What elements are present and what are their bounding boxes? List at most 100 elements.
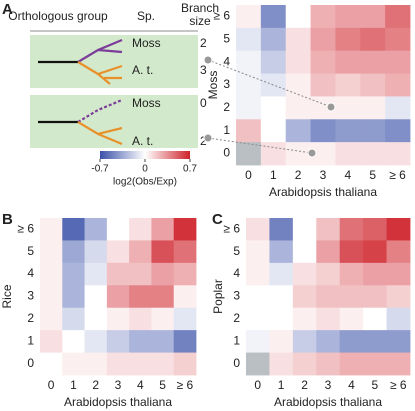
heatmap-cell <box>129 352 152 376</box>
branch-size: 2 <box>200 134 207 148</box>
heatmap-cell <box>151 352 175 376</box>
heatmap-cell <box>151 330 175 353</box>
heatmap-cell <box>129 240 152 264</box>
x-tick-label: 5 <box>159 378 166 392</box>
heatmap-cell <box>316 262 341 286</box>
heatmap-cell <box>236 96 262 120</box>
x-tick-label: 0 <box>254 378 261 392</box>
heatmap-cell <box>62 218 85 241</box>
heatmap-cell <box>360 73 386 97</box>
heatmap-cell <box>246 330 270 353</box>
x-tick-label: 0 <box>245 168 252 182</box>
heatmap-cell <box>62 262 85 286</box>
heatmap-cell <box>173 330 197 353</box>
heatmap-cell <box>269 262 294 286</box>
heatmap-cell <box>84 240 108 264</box>
x-tick-label: ≥ 6 <box>177 378 194 392</box>
heatmap-cell <box>316 307 341 331</box>
heatmap-cell <box>339 262 364 286</box>
x-tick-label: 0 <box>48 378 55 392</box>
x-tick-label: 2 <box>295 168 302 182</box>
heatmap-cell <box>386 307 411 331</box>
heatmap-cell <box>339 285 364 309</box>
heatmap-cell <box>260 73 287 97</box>
x-tick-label: 1 <box>270 168 277 182</box>
heatmap-cell <box>339 352 364 376</box>
heatmap-cell <box>173 285 197 309</box>
heatmap-cell <box>363 240 387 264</box>
heatmap-cell <box>310 73 336 97</box>
heatmap-cell <box>385 50 411 74</box>
heatmap-cell <box>246 262 270 286</box>
heatmap-cell <box>62 285 85 309</box>
heatmap-cell <box>106 218 130 241</box>
heatmap-cell <box>316 218 341 241</box>
heatmap-cell <box>260 119 287 143</box>
heatmap-cell <box>292 307 317 331</box>
heatmap-cell <box>339 307 364 331</box>
y-tick-label: 1 <box>233 334 240 348</box>
heatmap-cell <box>310 5 336 29</box>
heatmap-cell <box>129 307 152 331</box>
heatmap-cell <box>106 307 130 331</box>
heatmap-cell <box>363 352 387 376</box>
heatmap-cell <box>316 330 341 353</box>
heatmap-cell <box>129 330 152 353</box>
heatmap-cell <box>363 307 387 331</box>
y-tick-label: ≥ 6 <box>223 221 240 235</box>
heatmap-cell <box>246 240 270 264</box>
heatmap-cell <box>129 285 152 309</box>
heatmap-cell <box>363 262 387 286</box>
heatmap-cell <box>335 27 361 52</box>
heatmap-cell <box>360 27 386 52</box>
heatmap-cell <box>173 352 197 376</box>
heatmap-cell <box>316 352 341 376</box>
heatmap-cell <box>292 285 317 309</box>
y-tick-label: 3 <box>233 289 240 303</box>
heatmap-cell <box>363 285 387 309</box>
heatmap-cell <box>106 330 130 353</box>
y-tick-label: 5 <box>233 244 240 258</box>
heatmap-cell <box>339 240 364 264</box>
heatmap-cell <box>339 330 364 353</box>
heatmap-cell <box>385 27 411 52</box>
heatmap-cell <box>40 352 63 376</box>
x-tick-label: 1 <box>70 378 77 392</box>
y-tick-label: 4 <box>223 54 230 68</box>
x-tick-label: 3 <box>115 378 122 392</box>
heatmap-cell <box>173 262 197 286</box>
heatmap-cell <box>386 218 411 241</box>
y-tick-label: 2 <box>27 311 34 325</box>
heatmap-cell <box>260 27 287 52</box>
x-tick-label: 5 <box>372 378 379 392</box>
colorbar-tick-label: 0.7 <box>183 164 197 175</box>
y-axis-label: Rice <box>0 284 14 308</box>
y-tick-label: 4 <box>27 266 34 280</box>
heatmap-cell <box>151 307 175 331</box>
species: A. t. <box>132 134 153 148</box>
header-group: Orthologous group <box>8 9 108 23</box>
heatmap-cell <box>285 142 311 166</box>
heatmap-cell <box>106 285 130 309</box>
y-tick-label: 5 <box>27 244 34 258</box>
species: Moss <box>132 96 161 110</box>
panel-label: A <box>2 1 13 18</box>
y-tick-label: 2 <box>233 311 240 325</box>
heatmap-cell <box>236 73 262 97</box>
heatmap-cell <box>386 285 411 309</box>
heatmap-cell <box>335 119 361 143</box>
heatmap-cell <box>173 240 197 264</box>
heatmap-cell <box>316 285 341 309</box>
heatmap-cell <box>62 307 85 331</box>
heatmap-cell <box>173 307 197 331</box>
x-axis-label: Arabidopsis thaliana <box>274 395 382 409</box>
heatmap-cell <box>360 5 386 29</box>
heatmap-cell <box>292 262 317 286</box>
heatmap-cell <box>260 50 287 74</box>
heatmap-cell <box>285 50 311 74</box>
heatmap-cell <box>385 96 411 120</box>
heatmap-cell <box>260 96 287 120</box>
x-tick-label: 2 <box>301 378 308 392</box>
heatmap-cell <box>310 119 336 143</box>
